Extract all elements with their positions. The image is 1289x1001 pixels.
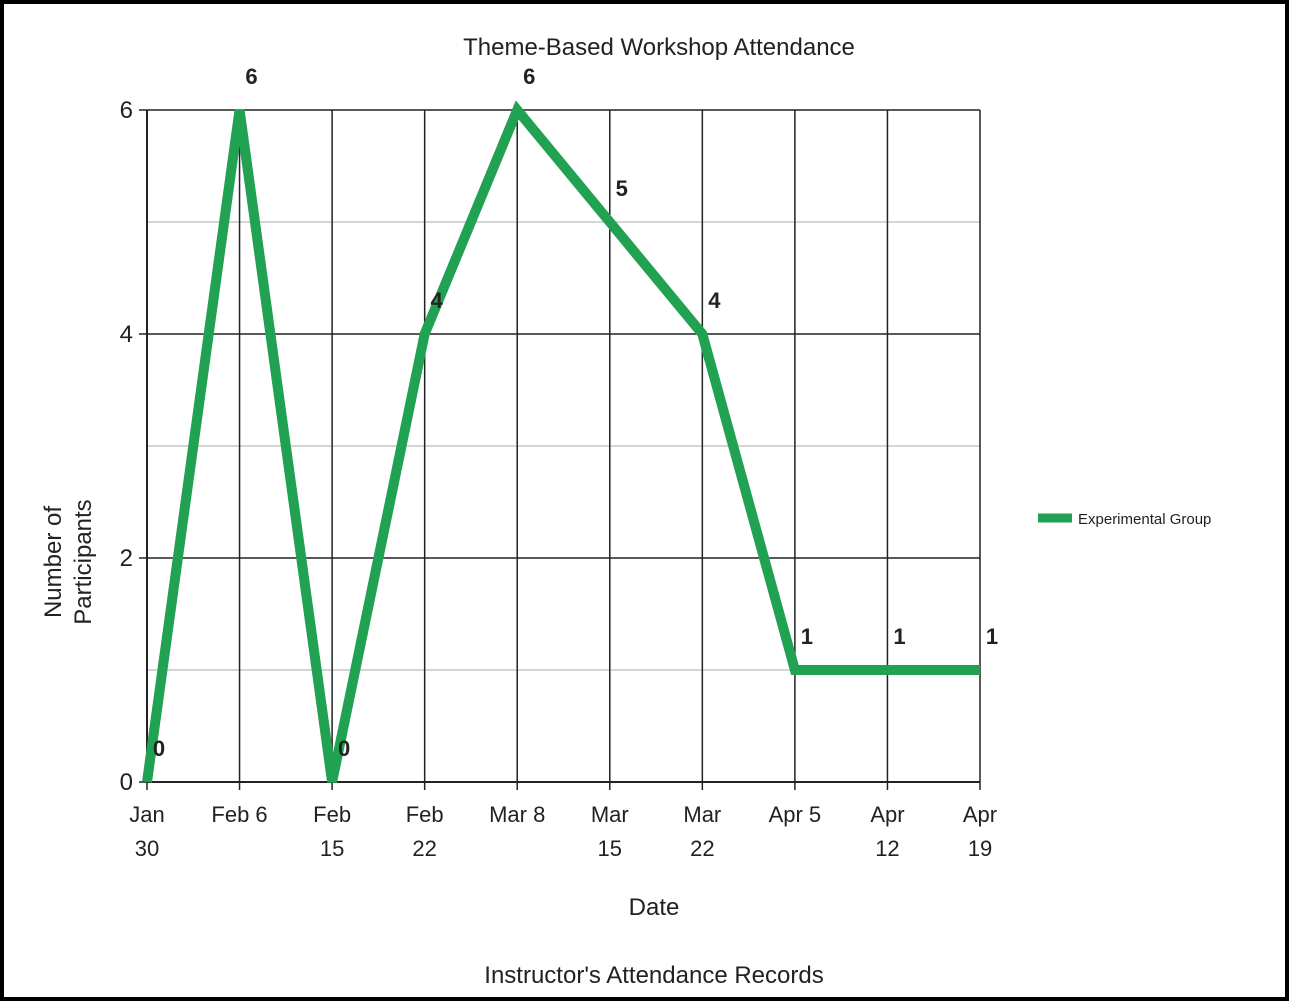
chart-title: Theme-Based Workshop Attendance [463,34,855,61]
data-label: 0 [153,736,165,761]
data-label: 1 [893,624,905,649]
x-tick-label: Mar 8 [489,802,546,827]
data-label: 1 [986,624,998,649]
x-tick-label: Feb 22 [405,802,444,861]
data-label: 6 [245,64,257,89]
data-label: 0 [338,736,350,761]
y-tick-label: 2 [120,545,133,572]
plot-area: 0 2 4 6 0 6 0 4 6 5 4 1 1 1 Experimental Group [120,64,1212,796]
x-tick-label: Jan 30 [129,802,165,861]
data-label: 4 [431,288,444,313]
data-label: 4 [708,288,721,313]
x-tick-label: Apr 5 [768,802,822,827]
data-label: 6 [523,64,535,89]
y-tick-label: 4 [120,321,133,348]
series-line [142,100,980,784]
x-tick-label: Apr 12 [870,802,905,861]
x-axis-label: Date [628,894,680,921]
x-tick-label: Mar 15 [590,802,629,861]
data-label: 5 [616,176,628,201]
y-axis-label: Number of Participants [40,499,97,625]
data-label: 1 [801,624,813,649]
y-tick-label: 6 [120,97,133,124]
x-tick-label: Mar 22 [683,802,722,861]
x-tick-label: Feb 15 [313,802,352,861]
x-tick-label: Apr 19 [962,802,998,861]
caption: Instructor's Attendance Records [484,962,824,989]
x-tick-label: Feb 6 [211,802,268,827]
y-tick-label: 0 [120,769,133,796]
legend-label: Experimental Group [1078,511,1211,528]
